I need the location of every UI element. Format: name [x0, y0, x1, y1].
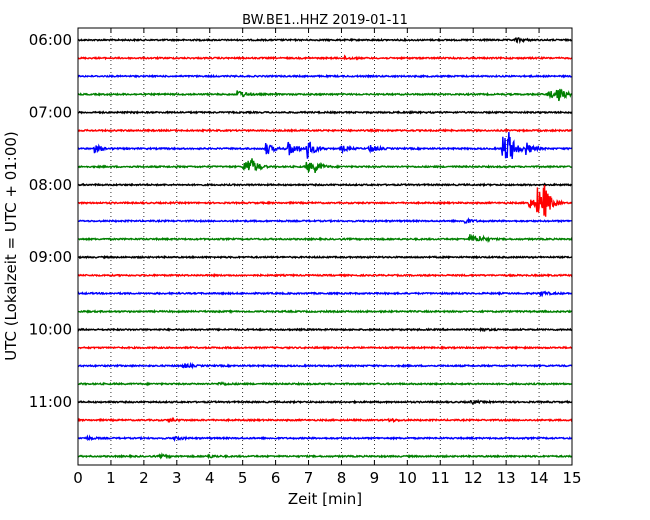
x-axis-ticks: 0 1 2 3 4 5 6 7 8 9 10 11 12 13 14 15: [73, 28, 582, 487]
trace-0600: [77, 37, 573, 45]
x-tick-label: 15: [562, 469, 581, 487]
trace-group: [77, 37, 573, 460]
x-tick-label: 2: [139, 469, 149, 487]
x-tick-label: 0: [73, 469, 83, 487]
x-tick-label: 4: [205, 469, 215, 487]
trace-1030: [77, 361, 573, 370]
trace-0730: [77, 132, 573, 160]
x-tick-label: 11: [431, 469, 450, 487]
trace-0630: [77, 73, 573, 79]
y-tick-label: 06:00: [29, 31, 72, 49]
trace-0645: [77, 88, 573, 102]
trace-1130: [77, 434, 573, 443]
y-tick-label: 07:00: [29, 103, 72, 121]
trace-1015: [77, 345, 573, 351]
trace-1145: [77, 452, 573, 460]
y-axis-ticks: 06:00 07:00 08:00 09:00 10:00 11:00: [29, 31, 83, 411]
y-tick-label: 10:00: [29, 321, 72, 339]
x-axis-label: Zeit [min]: [288, 490, 362, 508]
trace-0700: [77, 110, 573, 115]
trace-0845: [77, 233, 573, 244]
trace-0745: [77, 158, 573, 174]
y-axis-label: UTC (Lokalzeit = UTC + 01:00): [2, 131, 20, 361]
trace-1115: [77, 416, 573, 424]
x-tick-label: 7: [304, 469, 314, 487]
trace-0815: [77, 185, 573, 217]
trace-0945: [77, 309, 573, 314]
x-tick-label: 6: [271, 469, 281, 487]
plot-frame: [77, 27, 573, 466]
x-tick-label: 14: [530, 469, 549, 487]
x-tick-label: 8: [337, 469, 347, 487]
x-tick-label: 13: [497, 469, 516, 487]
chart-title: BW.BE1..HHZ 2019-01-11: [242, 13, 408, 28]
x-tick-label: 1: [106, 469, 116, 487]
trace-1100: [77, 398, 573, 405]
y-tick-label: 11:00: [29, 393, 72, 411]
trace-1000: [77, 326, 573, 333]
x-tick-label: 9: [370, 469, 380, 487]
x-tick-label: 3: [172, 469, 182, 487]
trace-0900: [77, 254, 573, 260]
trace-0830: [77, 217, 573, 225]
y-tick-label: 08:00: [29, 176, 72, 194]
trace-0800: [77, 182, 573, 188]
trace-0615: [77, 54, 573, 61]
trace-0715: [77, 128, 573, 133]
x-tick-label: 5: [238, 469, 248, 487]
x-tick-label: 10: [398, 469, 417, 487]
grid-lines: [110, 28, 540, 465]
trace-1045: [77, 381, 573, 387]
x-tick-label: 12: [464, 469, 483, 487]
trace-0930: [77, 290, 573, 298]
y-tick-label: 09:00: [29, 248, 72, 266]
trace-0915: [77, 272, 573, 278]
